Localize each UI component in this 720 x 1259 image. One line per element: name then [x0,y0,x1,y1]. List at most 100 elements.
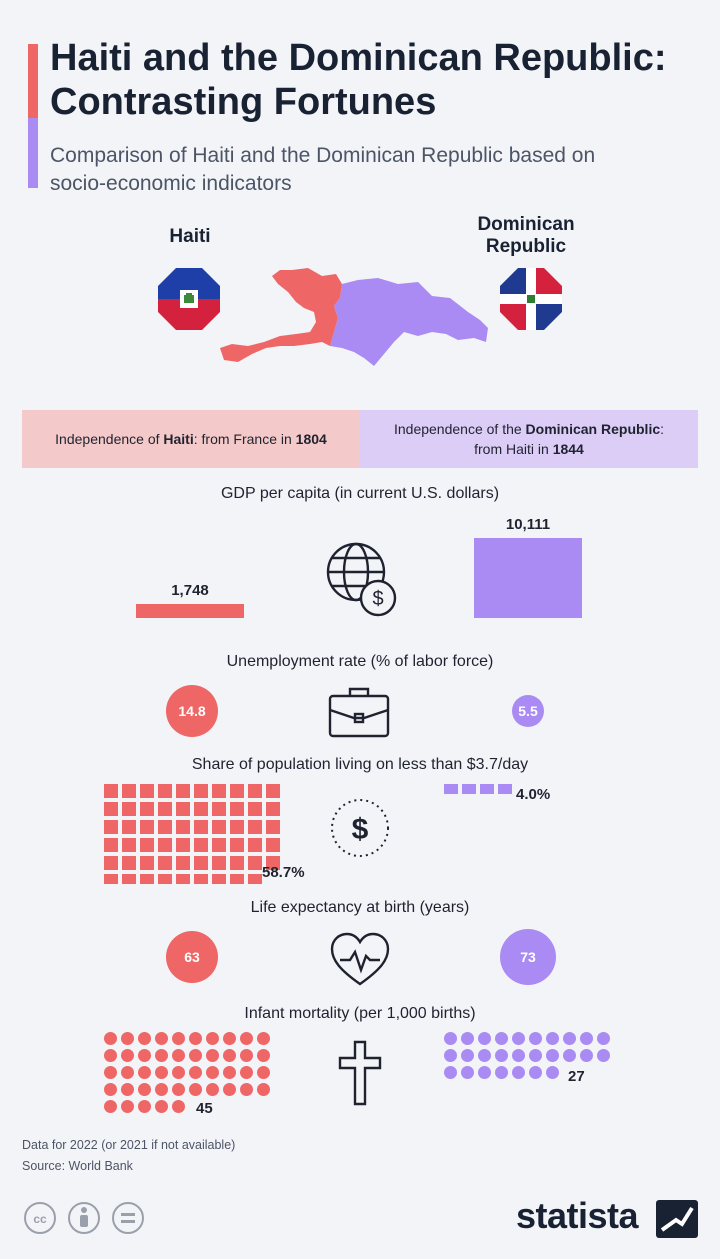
infant-mortality-dominican-republic-dot [563,1049,576,1062]
poverty-haiti-square [230,838,244,852]
poverty-dominican-republic-square [498,784,512,794]
dominican-republic-independence-box: Independence of the Dominican Republic: … [360,410,698,468]
cross-icon [338,1040,382,1106]
poverty-haiti-square [122,802,136,816]
poverty-haiti-square [104,802,118,816]
poverty-haiti-square [122,784,136,798]
infant-mortality-haiti-dot [104,1100,117,1113]
haiti-flag-icon [158,268,220,330]
life-expectancy-haiti-bubble: 63 [166,931,218,983]
page-title: Haiti and the Dominican Republic: Contra… [50,37,667,123]
poverty-haiti-square [230,784,244,798]
infant-mortality-haiti-dot [172,1049,185,1062]
poverty-haiti-square [176,838,190,852]
poverty-haiti-square [176,820,190,834]
poverty-haiti-square [266,838,280,852]
haiti-independence-name: Haiti [163,431,194,447]
infant-mortality-dominican-republic-dot [478,1032,491,1045]
poverty-haiti-square [122,820,136,834]
life-expectancy-dominican-republic-bubble: 73 [500,929,556,985]
infant-mortality-section-title: Infant mortality (per 1,000 births) [244,1005,476,1022]
infant-mortality-dominican-republic-dot [597,1049,610,1062]
heart-pulse-icon [330,932,390,986]
infant-mortality-haiti-dot [121,1049,134,1062]
infant-mortality-haiti-dot [206,1083,219,1096]
poverty-haiti-square [230,802,244,816]
infant-mortality-dominican-republic-dots [444,1032,610,1079]
poverty-haiti-square [104,838,118,852]
unemployment-section-title: Unemployment rate (% of labor force) [226,653,494,670]
poverty-haiti-square [176,874,190,884]
infant-mortality-haiti-dot [138,1083,151,1096]
creative-commons-icons: cc [24,1202,144,1234]
dr-independence-prefix: Independence of the [393,421,526,437]
poverty-haiti-square [212,838,226,852]
poverty-haiti-square [140,856,154,870]
poverty-haiti-square [194,802,208,816]
poverty-haiti-square [140,784,154,798]
poverty-haiti-square [140,838,154,852]
infant-mortality-haiti-dot [138,1049,151,1062]
haiti-label: Haiti [169,226,211,247]
dr-independence-line2: from Haiti in [474,441,553,457]
infant-mortality-haiti-dot [189,1066,202,1079]
poverty-haiti-square [104,856,118,870]
dr-independence-year: 1844 [552,441,584,457]
infant-mortality-haiti-dot [155,1066,168,1079]
infant-mortality-dominican-republic-dot [478,1049,491,1062]
poverty-haiti-square [266,856,280,870]
poverty-haiti-square [104,784,118,798]
life-expectancy-section-title: Life expectancy at birth (years) [250,899,470,916]
poverty-haiti-square [248,838,262,852]
poverty-haiti-square [212,820,226,834]
infant-mortality-haiti-dot [240,1032,253,1045]
infant-mortality-dominican-republic-dot [461,1032,474,1045]
poverty-haiti-square [266,802,280,816]
infant-mortality-haiti-dot [240,1066,253,1079]
infant-mortality-haiti-dot [155,1032,168,1045]
haiti-independence-year: 1804 [295,431,327,447]
infant-mortality-dominican-republic-value: 27 [568,1068,585,1085]
poverty-haiti-square [104,820,118,834]
poverty-haiti-square [176,784,190,798]
poverty-dominican-republic-value: 4.0% [516,786,551,803]
poverty-haiti-square [194,784,208,798]
infant-mortality-haiti-dot [155,1049,168,1062]
poverty-haiti-square [122,874,136,884]
poverty-haiti-square [140,820,154,834]
poverty-haiti-square [212,874,226,884]
briefcase-icon [328,687,390,738]
infant-mortality-dominican-republic-dot [546,1049,559,1062]
poverty-haiti-square [230,820,244,834]
poverty-haiti-square [158,856,172,870]
infant-mortality-haiti-dot [121,1083,134,1096]
gdp-section-title: GDP per capita (in current U.S. dollars) [220,485,500,502]
poverty-haiti-square [122,838,136,852]
poverty-section-title: Share of population living on less than … [191,756,529,773]
infant-mortality-dominican-republic-dot [495,1032,508,1045]
poverty-haiti-square [158,874,172,884]
unemployment-dominican-republic-bubble: 5.5 [512,695,544,727]
title-accent-red [28,44,38,118]
infant-mortality-haiti-value: 45 [196,1100,213,1117]
poverty-dominican-republic-square [444,784,458,794]
infant-mortality-haiti-dots [104,1032,270,1113]
infant-mortality-haiti-dot [223,1049,236,1062]
infant-mortality-haiti-dot [240,1049,253,1062]
statista-logo-text: statista [516,1195,639,1236]
infant-mortality-haiti-dot [138,1100,151,1113]
hispaniola-map [220,268,488,366]
infant-mortality-dominican-republic-dot [478,1066,491,1079]
infant-mortality-haiti-dot [257,1049,270,1062]
poverty-haiti-square [212,784,226,798]
poverty-haiti-square [176,856,190,870]
poverty-haiti-square [194,856,208,870]
haiti-independence-prefix: Independence of [55,431,164,447]
infant-mortality-dominican-republic-dot [461,1066,474,1079]
infant-mortality-dominican-republic-dot [495,1066,508,1079]
infant-mortality-haiti-dot [104,1049,117,1062]
unemployment-haiti-bubble: 14.8 [166,685,218,737]
infant-mortality-haiti-dot [257,1083,270,1096]
infant-mortality-haiti-dot [172,1083,185,1096]
infant-mortality-haiti-dot [189,1032,202,1045]
